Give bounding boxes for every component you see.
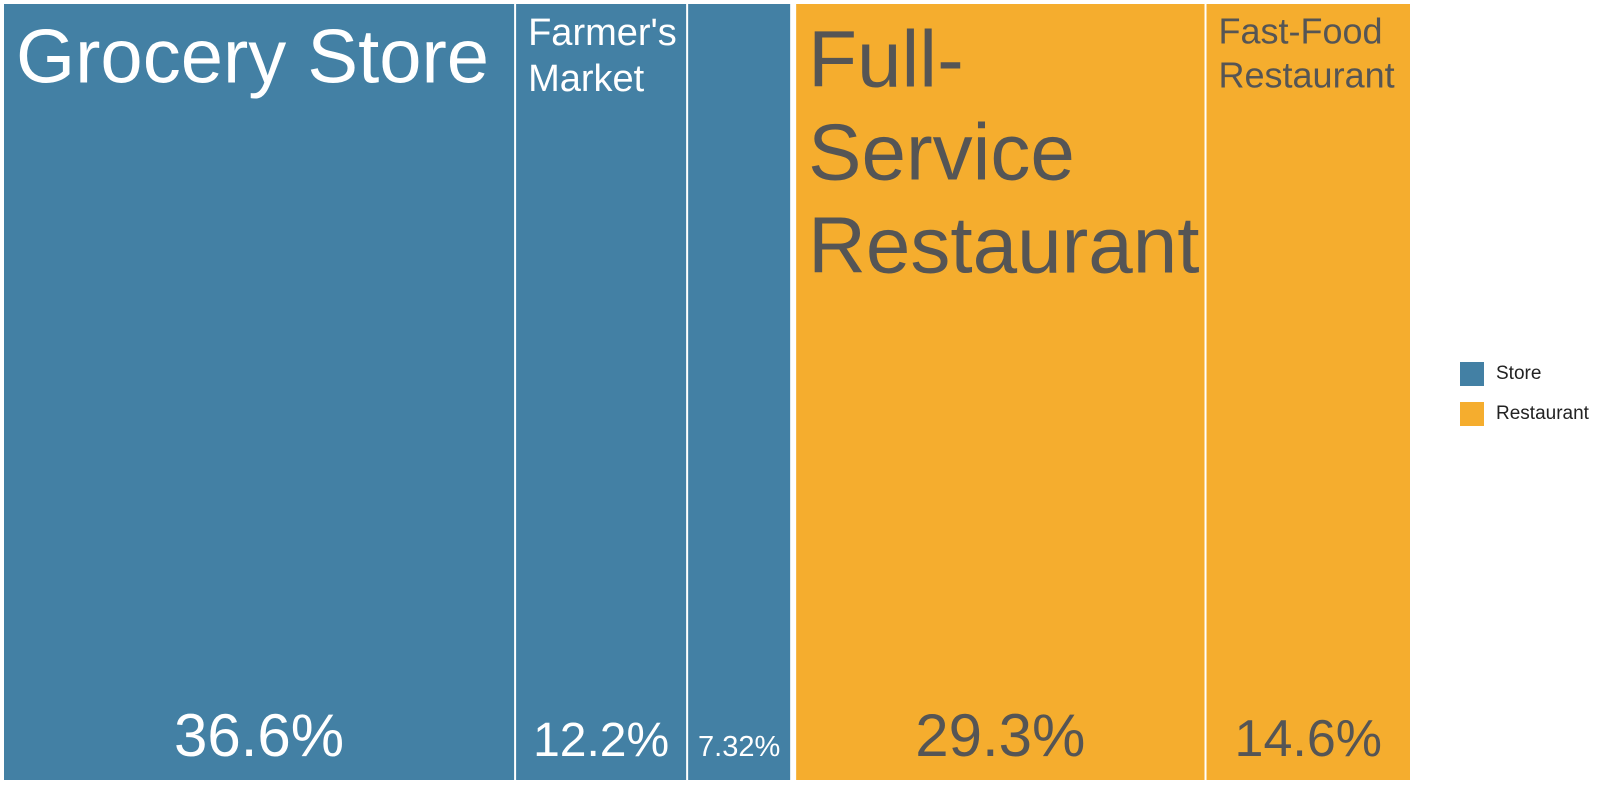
- legend-item-restaurant[interactable]: Restaurant: [1460, 402, 1589, 426]
- tile-fast-food-restaurant[interactable]: [1206, 4, 1410, 780]
- tile-farmer-s-market[interactable]: [516, 4, 687, 780]
- tile-label-farmer-s-market: Farmer's Market: [528, 12, 677, 100]
- tile-label-fast-food-restaurant: Fast-Food Restaurant: [1219, 10, 1395, 95]
- tile-full-service-restaurant[interactable]: [796, 4, 1205, 780]
- legend-label-restaurant: Restaurant: [1496, 403, 1589, 424]
- tile-value-farmer-s-market: 12.2%: [533, 714, 669, 767]
- tile-grocery-store[interactable]: [4, 4, 515, 780]
- legend-swatch-restaurant: [1460, 402, 1484, 426]
- tile-value-tile-0-2: 7.32%: [698, 731, 780, 763]
- legend-label-store: Store: [1496, 363, 1542, 384]
- legend-swatch-store: [1460, 362, 1484, 386]
- tile-value-full-service-restaurant: 29.3%: [915, 702, 1085, 769]
- tile-label-full-service-restaurant: Full-Service Restaurant: [808, 14, 1199, 289]
- legend: Store Restaurant: [1460, 362, 1589, 442]
- tile-tile-0-2[interactable]: [688, 4, 791, 780]
- tile-value-fast-food-restaurant: 14.6%: [1235, 710, 1382, 768]
- tile-label-grocery-store: Grocery Store: [16, 14, 489, 99]
- tile-value-grocery-store: 36.6%: [174, 702, 344, 769]
- legend-item-store[interactable]: Store: [1460, 362, 1589, 386]
